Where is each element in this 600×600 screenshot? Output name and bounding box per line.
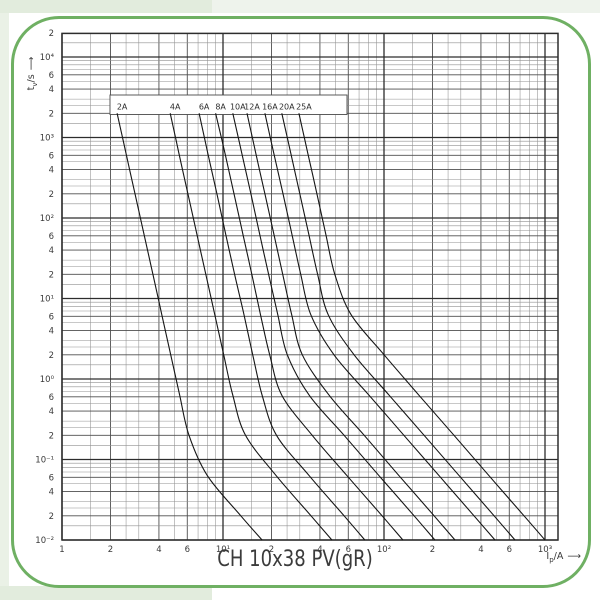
y-tick-label: 10¹	[40, 295, 54, 305]
curve-12A	[246, 113, 456, 541]
x-tick-label: 6	[185, 545, 190, 555]
y-tick-label: 10⁻¹	[35, 456, 54, 466]
x-tick-label: 4	[478, 545, 483, 555]
curve-20A	[281, 113, 516, 541]
plot-border	[61, 32, 559, 541]
y-tick-label: 4	[49, 85, 54, 95]
y-tick-label: 10⁻²	[35, 536, 54, 546]
y-tick-label: 4	[49, 327, 54, 337]
y-tick-label: 6	[49, 393, 54, 403]
legend-label-4A: 4A	[170, 103, 181, 112]
x-tick-label: 2	[108, 545, 113, 555]
curve-16A	[264, 113, 496, 541]
y-tick-label: 4	[49, 166, 54, 176]
y-tick-label: 2	[49, 270, 54, 280]
y-tick-label: 6	[49, 473, 54, 483]
curve-25A	[298, 113, 546, 541]
legend-label-20A: 20A	[279, 103, 295, 112]
y-tick-label: 2	[49, 190, 54, 200]
curves	[116, 113, 546, 541]
x-axis-title: Ip/A ⟶	[470, 551, 581, 564]
y-tick-label: 10⁴	[40, 53, 55, 63]
x-tick-label: 10³	[538, 545, 552, 555]
legend-label-16A: 16A	[262, 103, 278, 112]
y-tick-label: 2	[49, 29, 54, 39]
x-tick-label: 6	[346, 545, 351, 555]
page-edge-tint-bottom-left	[0, 586, 212, 600]
x-tick-label: 10²	[377, 545, 391, 555]
y-tick-label: 2	[49, 431, 54, 441]
y-tick-label: 4	[49, 488, 54, 498]
page-edge-tint-left	[0, 13, 9, 587]
y-tick-label: 4	[49, 246, 54, 256]
legend-label-10A: 10A	[230, 103, 246, 112]
y-tick-label: 10⁰	[40, 375, 55, 385]
legend-label-6A: 6A	[199, 103, 210, 112]
page-edge-tint-top-left	[0, 0, 212, 13]
x-tick-label: 4	[156, 545, 161, 555]
y-tick-label: 6	[49, 232, 54, 242]
y-tick-label: 6	[49, 151, 54, 161]
y-axis-unit: /s	[26, 74, 37, 83]
y-tick-label: 6	[49, 312, 54, 322]
y-axis-symbol: t	[26, 86, 37, 91]
y-tick-label: 2	[49, 109, 54, 119]
curve-10A	[232, 113, 436, 541]
x-tick-label: 6	[507, 545, 512, 555]
y-tick-label: 10³	[40, 134, 54, 144]
y-tick-label: 2	[49, 512, 54, 522]
legend-label-8A: 8A	[215, 103, 226, 112]
y-tick-label: 10²	[40, 214, 54, 224]
legend-label-12A: 12A	[244, 103, 260, 112]
x-tick-label: 1	[59, 545, 64, 555]
chart-caption: CH 10x38 PV(gR)	[217, 547, 373, 572]
x-tick-label: 2	[269, 545, 274, 555]
y-tick-label: 6	[49, 71, 54, 81]
y-tick-label: 2	[49, 351, 54, 361]
curve-6A	[198, 113, 366, 541]
legend-label-25A: 25A	[296, 103, 312, 112]
y-axis-title: tv/s ⟶	[26, 14, 42, 134]
curve-8A	[215, 113, 404, 541]
y-tick-label: 4	[49, 407, 54, 417]
x-axis-unit: /A	[553, 551, 564, 562]
curve-4A	[169, 113, 333, 541]
x-tick-label: 4	[317, 545, 322, 555]
curve-2A	[116, 113, 263, 541]
x-axis-symbol: I	[546, 551, 550, 562]
x-axis-sub: p	[549, 555, 554, 564]
x-tick-label: 10¹	[216, 545, 230, 555]
x-tick-label: 2	[430, 545, 435, 555]
x-axis-arrow-icon: ⟶	[567, 551, 581, 562]
legend-label-2A: 2A	[117, 103, 128, 112]
tick-labels: 1 2 4 6 10¹ 2 4 6 10² 2 4 6 10³ 2 10⁴ 6 4 2 10³ 6 4 2 10² 6 4 2 10…	[35, 29, 552, 555]
y-axis-arrow-icon: ⟶	[26, 57, 37, 71]
y-axis-sub: v	[30, 82, 39, 87]
